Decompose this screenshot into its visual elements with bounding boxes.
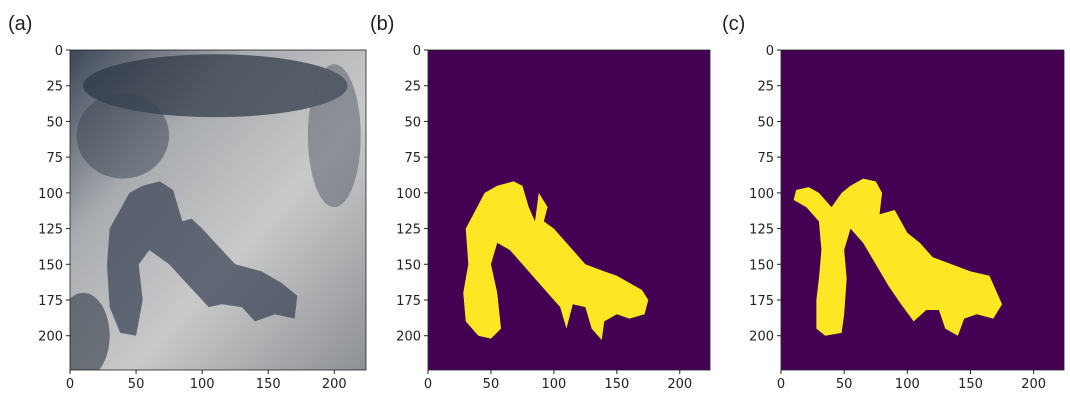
panel-label: (a) bbox=[8, 13, 32, 35]
y-tick-label: 0 bbox=[413, 44, 421, 59]
x-tick-label: 150 bbox=[604, 377, 629, 392]
panel-label: (b) bbox=[370, 13, 394, 35]
x-tick-label: 0 bbox=[424, 377, 432, 392]
x-tick-label: 200 bbox=[1021, 377, 1046, 392]
x-tick-label: 50 bbox=[836, 377, 853, 392]
y-tick-label: 100 bbox=[38, 187, 63, 202]
y-tick-label: 75 bbox=[46, 151, 63, 166]
axes-frame bbox=[69, 49, 367, 371]
y-tick-label: 175 bbox=[396, 294, 421, 309]
axes-frame bbox=[427, 49, 711, 371]
y-tick-label: 25 bbox=[404, 80, 421, 95]
axes-frame bbox=[780, 49, 1065, 371]
y-tick-label: 75 bbox=[404, 151, 421, 166]
x-tick-label: 200 bbox=[322, 377, 347, 392]
mask-image bbox=[428, 50, 710, 370]
x-tick-label: 200 bbox=[667, 377, 692, 392]
y-tick-label: 100 bbox=[396, 187, 421, 202]
y-tick-label: 200 bbox=[396, 330, 421, 345]
x-tick-label: 150 bbox=[958, 377, 983, 392]
x-tick-label: 150 bbox=[256, 377, 281, 392]
y-tick-label: 125 bbox=[38, 223, 63, 238]
x-tick-label: 0 bbox=[66, 377, 74, 392]
x-tick-label: 50 bbox=[483, 377, 500, 392]
y-tick-label: 125 bbox=[396, 223, 421, 238]
y-tick-label: 50 bbox=[404, 115, 421, 130]
satellite-image bbox=[70, 50, 366, 370]
y-tick-label: 150 bbox=[396, 258, 421, 273]
y-tick-label: 200 bbox=[38, 330, 63, 345]
y-tick-label: 50 bbox=[757, 115, 774, 130]
y-tick-label: 0 bbox=[766, 44, 774, 59]
x-tick-label: 0 bbox=[777, 377, 785, 392]
y-tick-label: 75 bbox=[757, 151, 774, 166]
y-tick-label: 150 bbox=[38, 258, 63, 273]
y-tick-label: 175 bbox=[749, 294, 774, 309]
y-tick-label: 25 bbox=[46, 80, 63, 95]
y-tick-label: 25 bbox=[757, 80, 774, 95]
x-tick-label: 100 bbox=[895, 377, 920, 392]
y-tick-label: 150 bbox=[749, 258, 774, 273]
x-tick-label: 50 bbox=[128, 377, 145, 392]
y-tick-label: 0 bbox=[55, 44, 63, 59]
y-tick-label: 100 bbox=[749, 187, 774, 202]
prediction-image bbox=[781, 50, 1064, 370]
y-tick-label: 200 bbox=[749, 330, 774, 345]
y-tick-label: 175 bbox=[38, 294, 63, 309]
y-tick-label: 125 bbox=[749, 223, 774, 238]
y-tick-label: 50 bbox=[46, 115, 63, 130]
x-tick-label: 100 bbox=[541, 377, 566, 392]
panel-label: (c) bbox=[722, 13, 745, 35]
x-tick-label: 100 bbox=[190, 377, 215, 392]
